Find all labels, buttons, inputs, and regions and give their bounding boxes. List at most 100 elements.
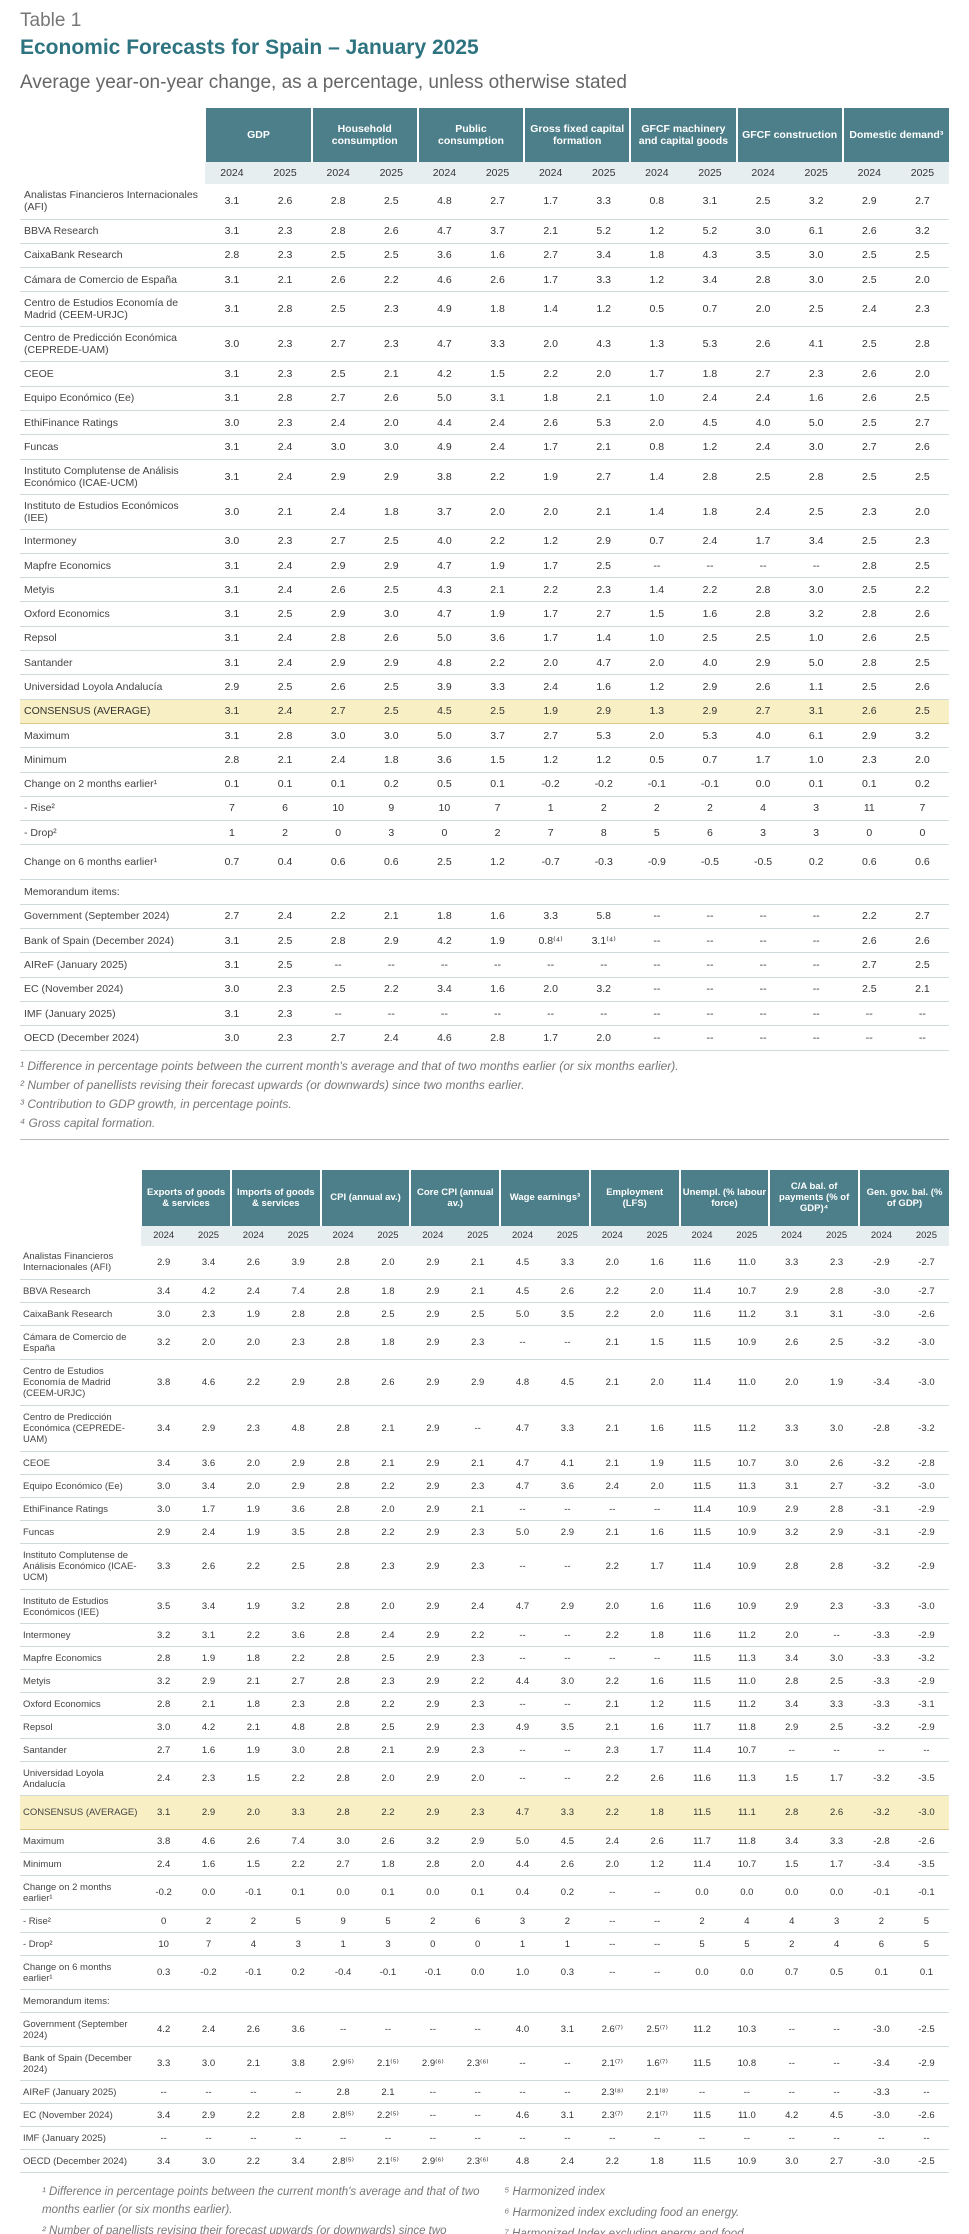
row-label: Santander [20,1738,142,1763]
table-cell: -- [679,2126,725,2151]
table-cell: 2.6 [634,1761,680,1797]
table-cell [205,879,259,905]
table-cell: -3.0 [903,1359,949,1407]
table-row: OECD (December 2024) 3.0 2.3 2.7 2.4 4.6 2.8 1.… [20,1025,949,1051]
table-cell: 2.9 [769,1589,815,1625]
table-cell: 2.1 [589,1325,635,1361]
table-cell: 3.0 [205,529,259,554]
table-cell: 2 [230,1909,276,1934]
table-cell: -- [634,1909,680,1934]
year-header: 2024 [141,1225,187,1246]
table-row: CaixaBank Research 2.8 2.3 2.5 2.5 3.6 1.6 2.7 3… [20,243,949,269]
table-cell: -- [455,2012,501,2048]
table-cell: 10 [417,796,471,822]
table-cell: 2.3 [814,1589,860,1625]
table-cell: 1.8 [417,904,471,930]
table-cell: 2.2 [230,1359,276,1407]
table-cell: 2 [410,1909,456,1934]
table-cell: 3.2 [789,184,843,220]
table-cell: 0.8⁽⁴⁾ [524,928,578,954]
table-cell: 2.7 [524,243,578,269]
table-cell: 4.9 [417,291,471,328]
table-cell: 2.8 [320,1279,366,1304]
table-cell: 2.5 [842,459,896,495]
table-cell [679,1989,725,2014]
table-cell: 2.5 [895,386,949,411]
table-cell: 10.7 [724,1738,770,1763]
table-cell: 3.4 [141,2149,187,2174]
table-row: Analistas Financieros Internacionales (A… [20,1245,949,1281]
table-cell: 2.8 [320,2080,366,2105]
table-row: Memorandum items: [20,1989,949,2014]
table-cell: 11.5 [679,1646,725,1671]
table-cell: -- [724,2126,770,2151]
table-cell: 3.2 [789,601,843,627]
table-cell: 2.3 [365,1669,411,1694]
table-cell: 5.0 [500,1829,545,1854]
table-cell: 0.1 [258,772,312,797]
table-cell: 2.2 [589,1669,635,1694]
year-header: 2024 [205,162,259,184]
table-cell: -- [769,2012,815,2048]
table-cell: -0.1 [683,772,737,797]
table-cell: 2.0 [230,1325,276,1361]
table-cell: 2.6 [311,577,365,603]
table-cell: 2.6 [230,1245,276,1281]
table-cell: 2 [470,820,525,846]
table-cell: 1.4 [577,626,631,652]
table-cell: 2.9 [186,1795,231,1831]
table-cell: 2.9⁽⁵⁾ [320,2046,366,2082]
table-cell: 2.0 [230,1795,276,1831]
table-cell: -- [814,2080,860,2105]
table-cell: 2.4 [311,494,365,530]
table-row: Analistas Financieros Internacionales (A… [20,184,949,220]
table-cell: -- [544,1761,590,1797]
table-cell: 7.4 [275,1279,321,1304]
table-cell: 11.2 [679,2012,725,2048]
table-cell: 3.9 [417,674,471,700]
table-cell: -3.0 [903,1589,949,1625]
table-cell: -- [455,2103,501,2128]
table-cell: 3.4 [769,1646,815,1671]
table-cell: 0.0 [814,1875,860,1911]
table-cell: 2 [258,820,312,846]
table-cell: 2.0 [365,1245,411,1281]
table-cell: 3 [736,820,790,846]
table-cell: 0.1 [470,772,525,797]
table-cell: 4.2 [186,1715,231,1740]
table-row: Intermoney 3.0 2.3 2.7 2.5 4.0 2.2 1.2 2.9 0.7 2.4… [20,529,949,554]
table-cell: 4.3 [417,577,471,603]
table-cell: 5.8 [577,904,631,930]
table-row: - Drop² 1 2 0 3 0 2 7 8 5 6 3 3 0 0 [20,820,949,846]
table-cell: 0.1 [903,1955,949,1991]
table-row: Funcas 3.1 2.4 3.0 3.0 4.9 2.4 1.7 2.1 0.8 1.2 2.4 3… [20,434,949,460]
table-cell: 4.4 [417,410,471,436]
table-cell: -- [903,1738,949,1763]
table-cell: 3.1 [769,1474,815,1499]
table-cell: 2.9 [141,1245,187,1281]
table-cell: 11.3 [724,1646,770,1671]
table-cell: 2.1 [524,219,578,244]
table-cell: 2.6 [895,928,949,954]
table-cell: 2.6 [634,1829,680,1854]
table-cell: 1.6 [470,243,525,269]
table-cell: 2.6 [814,1451,860,1476]
table-cell: 3.3 [141,2046,187,2082]
table-cell: 3.0 [205,410,259,436]
table-cell: 2.6 [186,1543,231,1591]
table-cell: -3.0 [903,1795,949,1831]
table-cell: 1.2 [577,291,631,328]
table-cell: 2.9 [410,1359,456,1407]
table-cell: 3.8 [275,2046,321,2082]
table-cell: -3.2 [859,1715,904,1740]
table-cell: 2.1 [365,1451,411,1476]
table-cell: -3.2 [859,1474,904,1499]
table-cell: 1.2 [634,1852,680,1877]
table-cell: 1.8 [365,1279,411,1304]
table-cell: 1.1 [789,674,843,700]
table-cell: -- [320,2012,366,2048]
table-cell: -- [311,952,365,978]
table-cell: 11.0 [724,2103,770,2128]
table-cell: -- [589,1646,635,1671]
table-cell: 3.0 [311,434,365,460]
